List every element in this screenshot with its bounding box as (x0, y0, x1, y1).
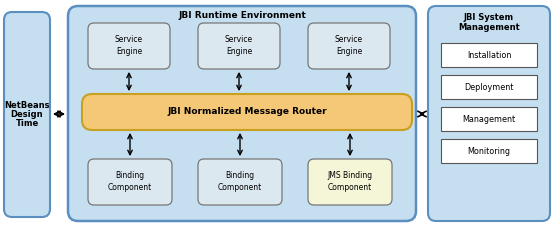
Text: Service: Service (335, 35, 363, 44)
FancyBboxPatch shape (428, 6, 550, 221)
FancyBboxPatch shape (82, 94, 412, 130)
Text: Time: Time (16, 119, 39, 128)
FancyBboxPatch shape (88, 23, 170, 69)
Text: Monitoring: Monitoring (468, 146, 510, 155)
Text: Management: Management (458, 22, 520, 32)
Text: Binding: Binding (225, 172, 254, 180)
FancyBboxPatch shape (198, 159, 282, 205)
Text: Engine: Engine (116, 47, 142, 57)
FancyBboxPatch shape (198, 23, 280, 69)
Bar (441, 107, 537, 131)
Text: Installation: Installation (467, 50, 511, 59)
FancyBboxPatch shape (4, 12, 50, 217)
Text: Management: Management (463, 114, 516, 123)
Text: JBI System: JBI System (464, 12, 514, 22)
Text: JBI Normalized Message Router: JBI Normalized Message Router (167, 108, 327, 116)
Text: Component: Component (108, 183, 152, 192)
Text: Deployment: Deployment (464, 82, 514, 91)
Text: JBI Runtime Environment: JBI Runtime Environment (178, 10, 306, 20)
FancyBboxPatch shape (308, 23, 390, 69)
Bar (441, 43, 537, 67)
Bar (441, 139, 537, 163)
Text: Component: Component (328, 183, 372, 192)
Bar (441, 75, 537, 99)
FancyBboxPatch shape (68, 6, 416, 221)
Text: JMS Binding: JMS Binding (327, 172, 372, 180)
FancyBboxPatch shape (88, 159, 172, 205)
Text: Service: Service (115, 35, 143, 44)
Text: Engine: Engine (336, 47, 362, 57)
FancyBboxPatch shape (308, 159, 392, 205)
Text: Component: Component (218, 183, 262, 192)
Text: Service: Service (225, 35, 253, 44)
Text: Design: Design (11, 110, 43, 119)
Text: NetBeans: NetBeans (4, 101, 50, 110)
Text: Binding: Binding (115, 172, 145, 180)
Text: Engine: Engine (226, 47, 252, 57)
